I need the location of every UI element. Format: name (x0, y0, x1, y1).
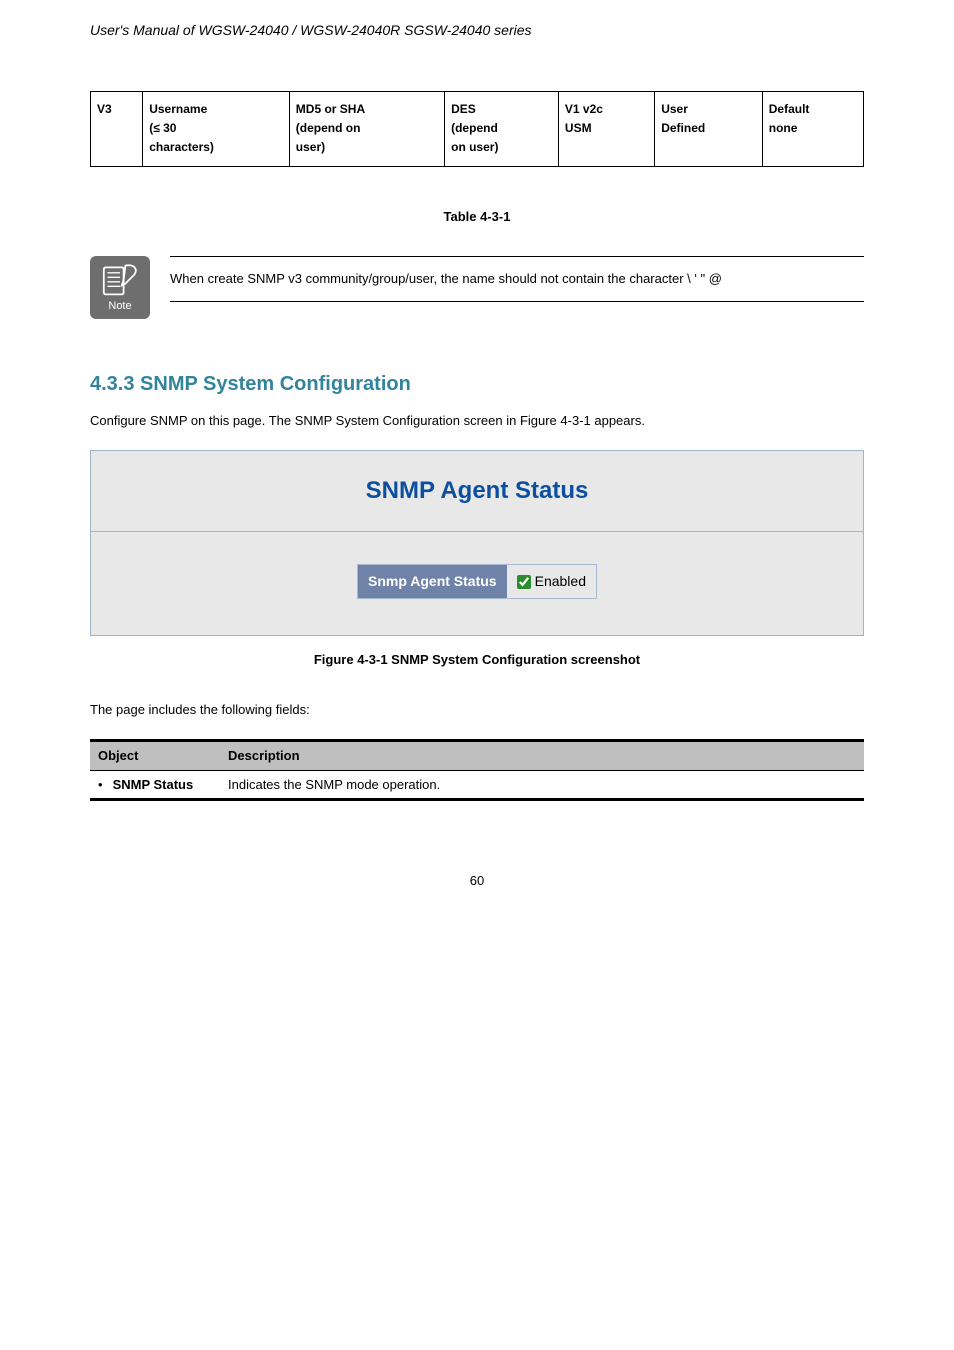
param-intro-text: The page includes the following fields: (90, 700, 864, 720)
param-header-row: Object Description (90, 741, 864, 771)
spec-th-3: DES (depend on user) (445, 92, 559, 167)
spec-th-5: User Defined (655, 92, 763, 167)
spec-th-0: V3 (91, 92, 143, 167)
spec-header-row: V3 Username (≤ 30 characters) MD5 or SHA… (91, 92, 864, 167)
agent-status-label: Snmp Agent Status (358, 565, 507, 598)
spec-th-1: Username (≤ 30 characters) (143, 92, 290, 167)
agent-status-value: Enabled (507, 565, 596, 598)
param-object-name: SNMP Status (113, 775, 194, 795)
section-body-text: Configure SNMP on this page. The SNMP Sy… (90, 411, 864, 431)
note-icon: Note (90, 256, 150, 319)
agent-status-checkbox-label: Enabled (535, 571, 586, 592)
agent-status-box: Snmp Agent Status Enabled (357, 564, 597, 599)
note-body-text: When create SNMP v3 community/group/user… (170, 256, 864, 302)
note-label: Note (108, 298, 131, 315)
screenshot-header: SNMP Agent Status (91, 451, 863, 532)
section-number: 4.3.3 (90, 373, 134, 395)
note-section: Note When create SNMP v3 community/group… (90, 256, 864, 319)
snmp-status-screenshot: SNMP Agent Status Snmp Agent Status Enab… (90, 450, 864, 636)
param-table: Object Description SNMP Status Indicates… (90, 739, 864, 801)
param-body-row: SNMP Status Indicates the SNMP mode oper… (90, 770, 864, 800)
spec-th-2: MD5 or SHA (depend on user) (289, 92, 444, 167)
screenshot-body: Snmp Agent Status Enabled (91, 532, 863, 635)
agent-status-checkbox[interactable] (517, 575, 531, 589)
param-header-description: Description (220, 741, 864, 771)
figure-caption: Figure 4-3-1 SNMP System Configuration s… (90, 650, 864, 670)
param-header-object: Object (90, 741, 220, 771)
spec-th-4: V1 v2c USM (558, 92, 654, 167)
section-heading: 4.3.3 SNMP System Configuration (90, 369, 864, 399)
spec-th-6: Default none (762, 92, 863, 167)
param-description-cell: Indicates the SNMP mode operation. (220, 770, 864, 800)
section-title: SNMP System Configuration (140, 373, 411, 395)
screenshot-title: SNMP Agent Status (366, 477, 589, 504)
bullet-icon (98, 775, 103, 795)
spec-table: V3 Username (≤ 30 characters) MD5 or SHA… (90, 91, 864, 167)
page-number: 60 (90, 871, 864, 891)
param-object-cell: SNMP Status (90, 770, 220, 800)
page-header-title: User's Manual of WGSW-24040 / WGSW-24040… (90, 20, 864, 41)
spec-table-caption: Table 4-3-1 (90, 207, 864, 227)
